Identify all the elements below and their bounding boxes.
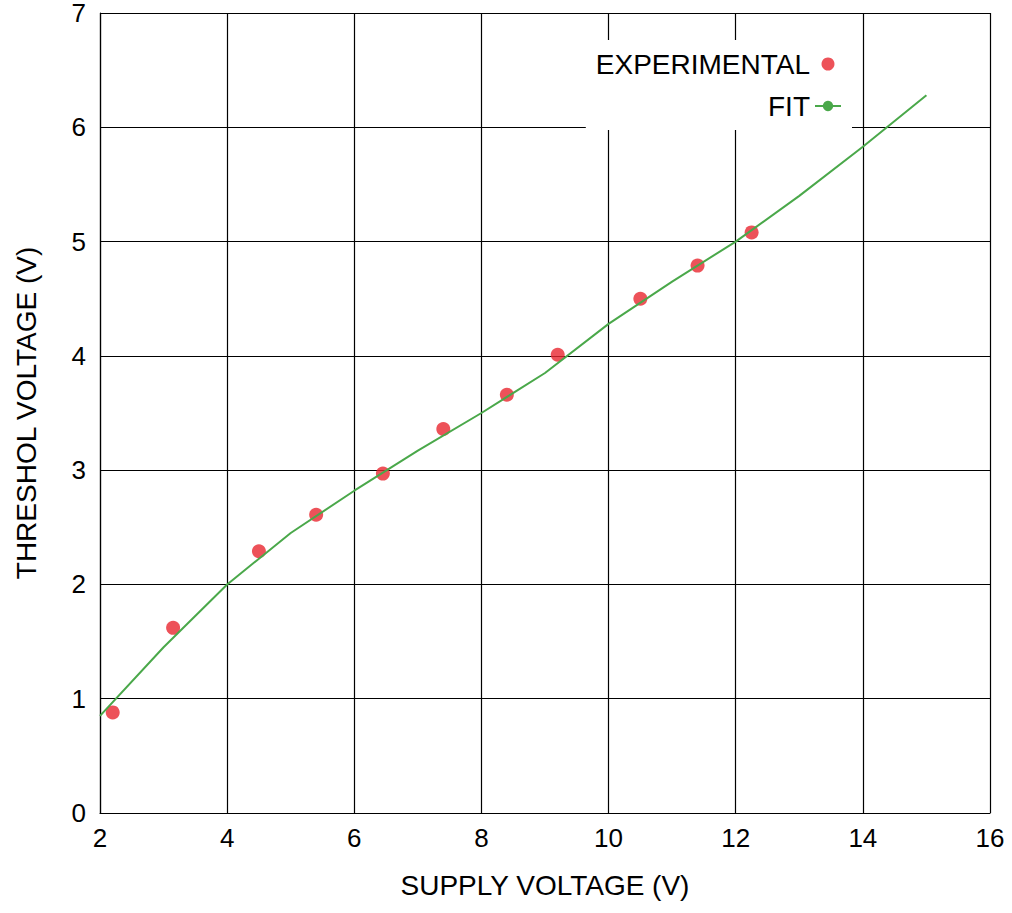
svg-text:12: 12 [721,823,750,853]
svg-text:6: 6 [347,823,361,853]
svg-text:EXPERIMENTAL: EXPERIMENTAL [596,49,810,80]
svg-text:4: 4 [220,823,234,853]
svg-text:0: 0 [72,798,86,828]
svg-text:THRESHOL VOLTAGE (V): THRESHOL VOLTAGE (V) [11,247,42,579]
svg-text:3: 3 [72,455,86,485]
svg-text:10: 10 [594,823,623,853]
svg-text:7: 7 [72,0,86,28]
svg-text:6: 6 [72,112,86,142]
svg-text:8: 8 [474,823,488,853]
svg-text:SUPPLY VOLTAGE (V): SUPPLY VOLTAGE (V) [401,870,690,901]
svg-text:14: 14 [848,823,877,853]
svg-text:2: 2 [72,569,86,599]
svg-text:2: 2 [93,823,107,853]
svg-text:1: 1 [72,684,86,714]
svg-text:16: 16 [976,823,1005,853]
svg-text:5: 5 [72,227,86,257]
svg-text:FIT: FIT [768,91,810,122]
svg-text:4: 4 [72,341,86,371]
